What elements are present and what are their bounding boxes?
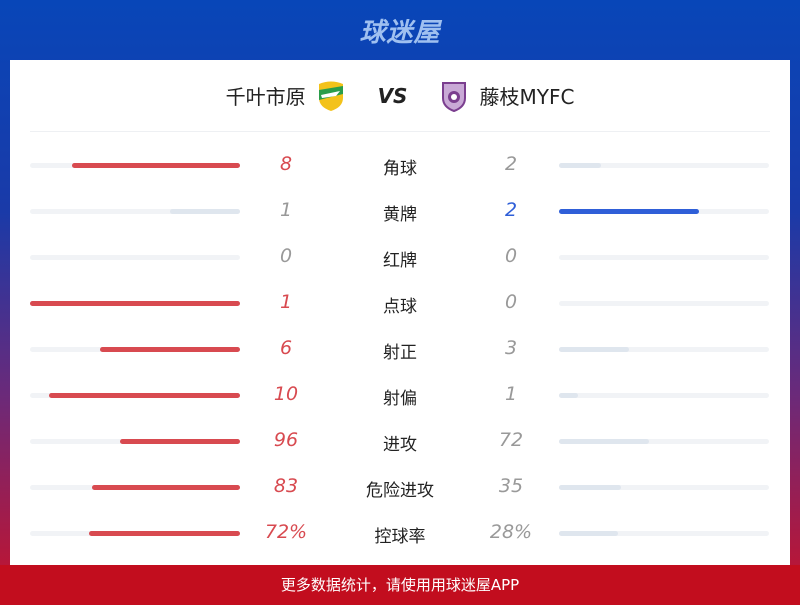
home-team: 千叶市原 xyxy=(226,80,346,112)
stat-label: 射正 xyxy=(383,343,417,363)
away-bar-track xyxy=(559,209,769,214)
match-header: 千叶市原 VS 藤枝MYFC xyxy=(30,60,770,132)
home-bar-track xyxy=(30,209,240,214)
away-bar-track xyxy=(559,301,769,306)
stat-label: 点球 xyxy=(383,297,417,317)
stat-label: 控球率 xyxy=(374,527,426,547)
away-bar-fill xyxy=(559,347,629,352)
stat-row: 83 危险进攻 35 xyxy=(10,466,790,512)
home-team-badge-icon xyxy=(318,81,343,111)
home-bar-track xyxy=(30,347,240,352)
away-bar-track xyxy=(559,163,769,168)
away-value: 28% xyxy=(489,521,533,543)
home-bar-track xyxy=(30,439,240,444)
home-value: 6 xyxy=(279,337,293,359)
away-bar-track xyxy=(559,347,769,352)
away-bar-fill xyxy=(559,439,649,444)
vs-label: VS xyxy=(377,83,408,108)
away-team: 藤枝MYFC xyxy=(439,80,574,112)
stat-label: 进攻 xyxy=(383,435,417,455)
stat-label: 危险进攻 xyxy=(366,481,434,501)
away-value: 0 xyxy=(504,291,518,313)
home-value: 96 xyxy=(273,429,299,451)
stat-row: 0 红牌 0 xyxy=(10,236,790,282)
away-bar-fill xyxy=(559,209,699,214)
stat-row: 96 进攻 72 xyxy=(10,420,790,466)
stat-label: 射偏 xyxy=(383,389,417,409)
home-bar-fill xyxy=(49,393,240,398)
away-bar-track xyxy=(559,485,769,490)
away-value: 2 xyxy=(504,199,518,221)
stat-label: 红牌 xyxy=(383,251,417,271)
away-value: 3 xyxy=(504,337,518,359)
home-bar-track xyxy=(30,255,240,260)
away-value: 2 xyxy=(504,153,518,175)
away-bar-fill xyxy=(559,163,601,168)
away-bar-fill xyxy=(559,531,618,536)
home-value: 72% xyxy=(264,521,308,543)
home-bar-fill xyxy=(72,163,240,168)
home-value: 1 xyxy=(279,291,293,313)
home-bar-fill xyxy=(170,209,240,214)
away-team-name: 藤枝MYFC xyxy=(479,85,575,109)
home-bar-track xyxy=(30,393,240,398)
home-bar-fill xyxy=(92,485,240,490)
away-value: 1 xyxy=(504,383,518,405)
away-value: 72 xyxy=(498,429,524,451)
stat-row: 1 点球 0 xyxy=(10,282,790,328)
away-team-badge-icon xyxy=(442,81,467,112)
away-bar-track xyxy=(559,531,769,536)
stat-row: 8 角球 2 xyxy=(10,144,790,190)
home-value: 0 xyxy=(279,245,293,267)
home-bar-fill xyxy=(88,531,240,536)
stat-row: 72% 控球率 28% xyxy=(10,512,790,558)
stat-row: 1 黄牌 2 xyxy=(10,190,790,236)
home-team-name: 千叶市原 xyxy=(225,85,306,109)
away-bar-track xyxy=(559,439,769,444)
away-bar-fill xyxy=(559,393,579,398)
home-bar-fill xyxy=(30,301,240,306)
stats-card: 千叶市原 VS 藤枝MYFC 8 角球 2 1 黄牌 2 0 红牌 0 1 点球… xyxy=(10,60,790,565)
brand-logo: 球迷屋 xyxy=(359,18,441,48)
away-value: 35 xyxy=(498,475,524,497)
home-bar-track xyxy=(30,485,240,490)
home-bar-fill xyxy=(100,347,240,352)
home-bar-track xyxy=(30,531,240,536)
stat-row: 6 射正 3 xyxy=(10,328,790,374)
home-bar-fill xyxy=(120,439,240,444)
home-value: 1 xyxy=(279,199,293,221)
home-bar-track xyxy=(30,301,240,306)
away-value: 0 xyxy=(504,245,518,267)
stat-label: 黄牌 xyxy=(383,205,417,225)
away-bar-fill xyxy=(559,485,622,490)
home-value: 10 xyxy=(273,383,299,405)
home-value: 83 xyxy=(273,475,299,497)
home-value: 8 xyxy=(279,153,293,175)
stat-label: 角球 xyxy=(383,159,417,179)
home-bar-track xyxy=(30,163,240,168)
away-bar-track xyxy=(559,393,769,398)
app-promo-footer[interactable]: 更多数据统计，请使用用球迷屋APP xyxy=(0,565,800,605)
stat-row: 10 射偏 1 xyxy=(10,374,790,420)
stats-list: 8 角球 2 1 黄牌 2 0 红牌 0 1 点球 0 6 射正 3 10 射偏… xyxy=(10,144,790,558)
away-bar-track xyxy=(559,255,769,260)
